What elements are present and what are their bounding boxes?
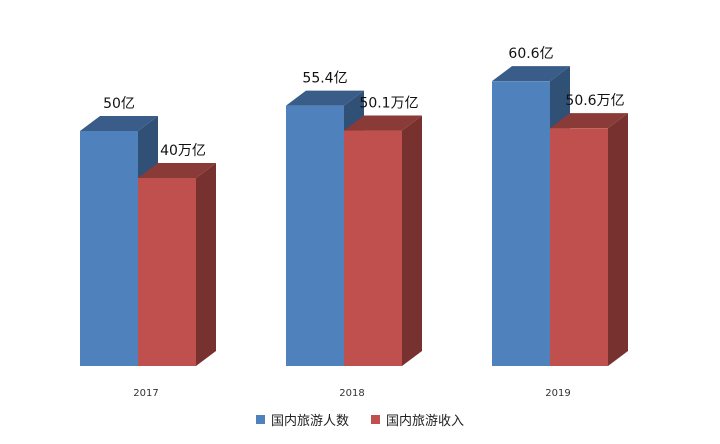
- legend-label-series-0: 国内旅游人数: [270, 414, 349, 429]
- bar-series-0-2019: [492, 81, 550, 367]
- data-label-series-1-2019: 50.6万亿: [565, 93, 624, 109]
- bar-chart: 50亿 40万亿 2017 55.4亿 50.1万亿 2018 60.6亿 50.6万亿 201…: [80, 46, 628, 399]
- bar-top-series-1-2017: [138, 163, 216, 178]
- x-tick-label-2019: 2019: [545, 388, 570, 399]
- data-label-series-0-2017: 50亿: [103, 96, 135, 112]
- data-label-series-1-2018: 50.1万亿: [359, 96, 418, 112]
- bar-series-0-2017: [80, 131, 138, 366]
- legend-item-series-0: 国内旅游人数: [255, 410, 349, 429]
- bar-side-series-1-2019: [608, 113, 628, 367]
- legend-swatch-series-1: [371, 415, 380, 424]
- legend-label-series-1: 国内旅游收入: [386, 414, 465, 429]
- data-label-series-0-2019: 60.6亿: [508, 46, 553, 62]
- bar-side-series-1-2018: [402, 115, 422, 366]
- legend-item-series-1: 国内旅游收入: [371, 410, 464, 429]
- bar-top-series-1-2018: [344, 115, 422, 131]
- bar-top-series-1-2019: [550, 113, 628, 129]
- data-label-series-1-2017: 40万亿: [160, 143, 206, 159]
- bar-side-series-1-2017: [196, 163, 216, 366]
- bar-series-1-2017: [138, 178, 196, 366]
- legend-swatch-series-0: [255, 415, 265, 424]
- bar-series-1-2018: [344, 130, 402, 366]
- legend: 国内旅游人数 国内旅游收入: [0, 410, 720, 429]
- bar-series-1-2019: [550, 128, 608, 366]
- bar-top-series-0-2018: [286, 90, 364, 106]
- data-label-series-0-2018: 55.4亿: [302, 71, 347, 87]
- x-tick-label-2017: 2017: [133, 388, 158, 399]
- x-tick-label-2018: 2018: [339, 388, 364, 399]
- bar-series-0-2018: [286, 105, 344, 367]
- bar-top-series-0-2017: [80, 116, 158, 131]
- bar-top-series-0-2019: [492, 66, 570, 82]
